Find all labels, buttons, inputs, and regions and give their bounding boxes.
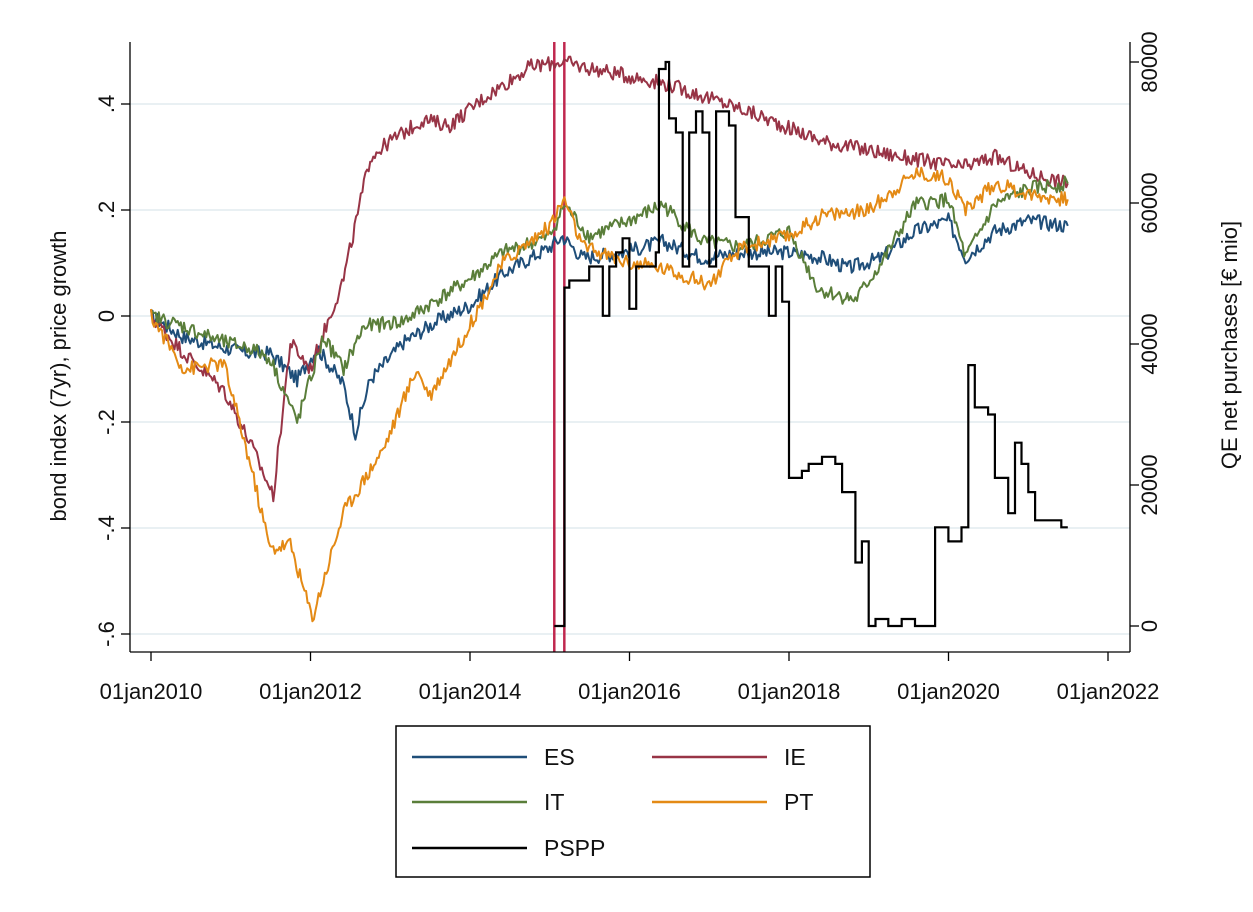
y-axis-label: bond index (7yr), price growth	[46, 230, 71, 521]
y-tick-label: .2	[94, 201, 119, 219]
series-line-it	[150, 175, 1069, 424]
legend: ES IE IT PT PSPP	[395, 725, 871, 878]
legend-label-es: ES	[544, 744, 575, 770]
x-tick-label: 01jan2010	[100, 679, 203, 704]
y2-tick-label: 20000	[1137, 454, 1162, 515]
series-line-ie	[150, 55, 1069, 503]
x-tick-label: 01jan2018	[738, 679, 841, 704]
axes: -.6 -.4 -.2 0 .2 .4 0 20000 40000 60000 80000 01jan…	[94, 31, 1162, 704]
x-tick-label: 01jan2020	[897, 679, 1000, 704]
y-tick-label: .4	[94, 95, 119, 113]
legend-label-it: IT	[544, 789, 564, 815]
series-line-es	[150, 212, 1069, 441]
y-tick-label: 0	[94, 310, 119, 322]
x-tick-label: 01jan2022	[1057, 679, 1160, 704]
y-tick-label: -.2	[94, 409, 119, 435]
x-tick-label: 01jan2012	[259, 679, 362, 704]
y2-tick-label: 40000	[1137, 313, 1162, 374]
legend-label-pspp: PSPP	[544, 835, 605, 861]
plot-area	[130, 42, 1130, 652]
series-line-pt	[150, 166, 1069, 623]
y-tick-label: -.6	[94, 621, 119, 647]
x-tick-label: 01jan2014	[419, 679, 522, 704]
x-tick-label: 01jan2016	[578, 679, 681, 704]
series-line-pspp	[554, 60, 1068, 628]
y2-axis-label: QE net purchases [€ mio]	[1217, 221, 1242, 469]
series-lines	[150, 55, 1069, 628]
y2-tick-label: 60000	[1137, 172, 1162, 233]
legend-label-ie: IE	[784, 744, 806, 770]
legend-label-pt: PT	[784, 789, 813, 815]
y2-tick-label: 80000	[1137, 31, 1162, 92]
gridlines	[130, 42, 1130, 652]
y2-tick-label: 0	[1137, 620, 1162, 632]
y-tick-label: -.4	[94, 515, 119, 541]
